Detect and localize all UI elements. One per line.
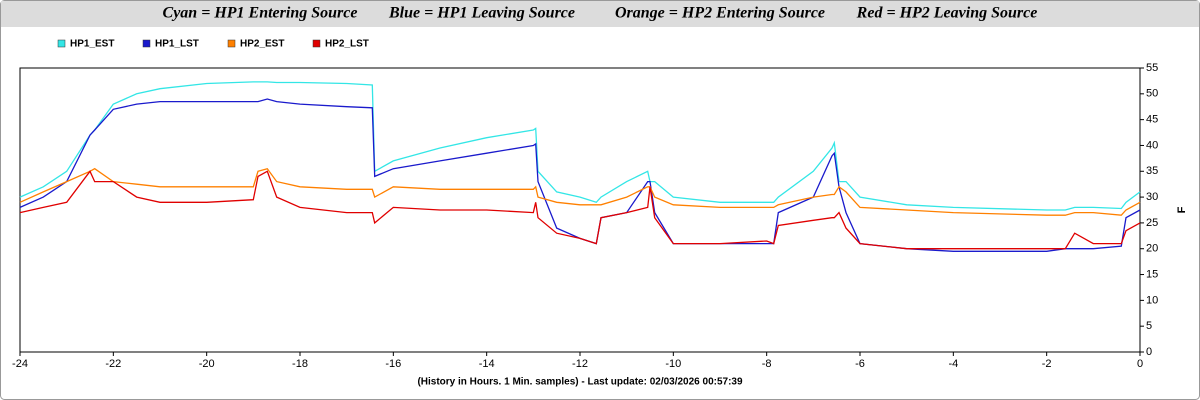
series-line: [19, 167, 1141, 216]
y-tick-label: 30: [1146, 191, 1158, 203]
x-tick-label: -10: [665, 358, 681, 370]
chart-title: Cyan = HP1 Entering Source: [163, 5, 358, 22]
legend-swatch: [142, 39, 151, 48]
y-tick-label: 5: [1146, 320, 1152, 332]
legend-swatch: [312, 39, 321, 48]
y-tick-label: 55: [1146, 62, 1158, 74]
x-tick-label: -12: [572, 358, 588, 370]
chart-title: Red = HP2 Leaving Source: [856, 5, 1038, 22]
x-tick-label: -22: [105, 358, 121, 370]
x-axis-label: (History in Hours. 1 Min. samples) - Las…: [417, 377, 743, 388]
y-tick-label: 45: [1146, 114, 1158, 126]
legend-swatch: [57, 39, 66, 48]
legend-swatch: [227, 39, 236, 48]
y-tick-label: 25: [1146, 217, 1158, 229]
x-tick-label: -24: [12, 358, 28, 370]
title-bar: [1, 1, 1199, 27]
y-tick-label: 50: [1146, 88, 1158, 100]
x-tick-label: -18: [292, 358, 308, 370]
x-tick-label: -2: [1042, 358, 1052, 370]
x-tick-label: -20: [199, 358, 215, 370]
x-tick-label: -6: [855, 358, 865, 370]
y-tick-label: 0: [1146, 346, 1152, 358]
y-tick-label: 40: [1146, 139, 1158, 151]
x-tick-label: -16: [385, 358, 401, 370]
x-tick-label: -8: [762, 358, 772, 370]
x-tick-label: -14: [479, 358, 495, 370]
x-tick-label: 0: [1137, 358, 1143, 370]
y-tick-label: 10: [1146, 294, 1158, 306]
legend-label: HP1_EST: [70, 39, 114, 50]
legend-label: HP2_LST: [325, 39, 369, 50]
series-line: [19, 170, 1141, 250]
legend-label: HP2_EST: [240, 39, 284, 50]
y-tick-label: 20: [1146, 243, 1158, 255]
y-axis-label: F: [1176, 206, 1188, 213]
chart-title: Blue = HP1 Leaving Source: [388, 5, 575, 22]
legend-label: HP1_LST: [155, 39, 199, 50]
y-tick-label: 35: [1146, 165, 1158, 177]
y-tick-label: 15: [1146, 268, 1158, 280]
x-tick-label: -4: [948, 358, 958, 370]
chart-title: Orange = HP2 Entering Source: [615, 5, 825, 22]
series-line: [19, 81, 1141, 211]
